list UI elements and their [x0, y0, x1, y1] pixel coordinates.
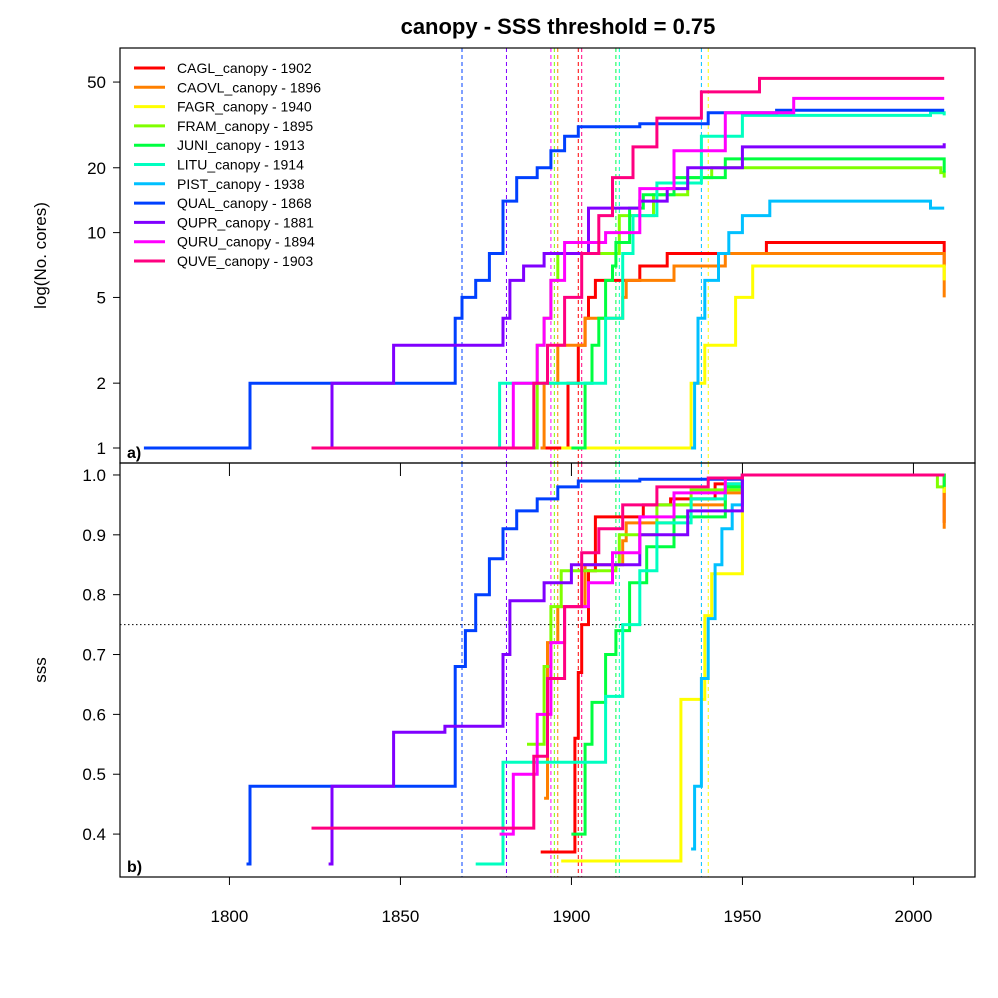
- plot-area-2: [120, 463, 975, 877]
- y-tick-label: 0.5: [82, 765, 106, 784]
- y-axis-label: log(No. cores): [31, 202, 50, 309]
- y-tick-label: 0.4: [82, 825, 106, 844]
- series-line-7: [691, 199, 945, 450]
- legend-label: CAOVL_canopy - 1896: [177, 79, 321, 95]
- series-line-3: [561, 264, 946, 450]
- y-tick-label: 10: [87, 224, 106, 243]
- y-axis-label: sss: [31, 657, 50, 683]
- series-line-7: [691, 473, 945, 851]
- y-tick-label: 50: [87, 73, 106, 92]
- series-line-5: [571, 157, 946, 450]
- legend-label: PIST_canopy - 1938: [177, 176, 305, 192]
- y-tick-label: 20: [87, 159, 106, 178]
- x-tick-label: 2000: [895, 907, 933, 926]
- x-tick-label: 1900: [553, 907, 591, 926]
- x-tick-label: 1850: [382, 907, 420, 926]
- y-tick-label: 0.6: [82, 705, 106, 724]
- panel-b: 0.4 0.5 0.6 0.7 0.8 0.9 1.0 sss b): [31, 462, 976, 878]
- y-tick-label: 0.9: [82, 526, 106, 545]
- series-line-1: [540, 241, 946, 450]
- legend-label: FRAM_canopy - 1895: [177, 118, 313, 134]
- legend-label: FAGR_canopy - 1940: [177, 99, 312, 115]
- series-line-8: [143, 108, 945, 450]
- series-line-9: [328, 143, 946, 450]
- series-line-2: [540, 252, 946, 450]
- y-tick-label: 0.7: [82, 646, 106, 665]
- series-line-8: [246, 473, 945, 866]
- panel-frame: [119, 462, 976, 878]
- legend-label: CAGL_canopy - 1902: [177, 60, 312, 76]
- panel-label: a): [127, 445, 141, 462]
- y-tick-label: 1.0: [82, 466, 106, 485]
- chart-title: canopy - SSS threshold = 0.75: [401, 14, 716, 39]
- legend-label: LITU_canopy - 1914: [177, 157, 304, 173]
- y-tick-label: 5: [97, 288, 106, 307]
- legend-label: QUVE_canopy - 1903: [177, 253, 313, 269]
- legend-label: QURU_canopy - 1894: [177, 234, 315, 250]
- plot-area-1: [143, 48, 946, 463]
- panel-a: 1 2 5 10 20 50 log(No. cores) a): [31, 47, 976, 476]
- series-line-6: [475, 473, 945, 866]
- series-line-10: [499, 96, 945, 450]
- y-tick-label: 1: [97, 439, 106, 458]
- series-line-9: [328, 473, 945, 866]
- x-tick-label: 1800: [211, 907, 249, 926]
- x-axis: 1800 1850 1900 1950 2000: [211, 877, 933, 926]
- legend-label: QUPR_canopy - 1881: [177, 214, 314, 230]
- x-tick-label: 1950: [724, 907, 762, 926]
- series-line-10: [499, 473, 945, 836]
- series-line-3: [561, 473, 946, 863]
- legend-label: QUAL_canopy - 1868: [177, 195, 312, 211]
- legend: CAGL_canopy - 1902 CAOVL_canopy - 1896 FAG…: [134, 60, 321, 269]
- y-tick-label: 2: [97, 374, 106, 393]
- series-line-11: [311, 473, 945, 830]
- series-line-11: [311, 76, 945, 450]
- y-tick-label: 0.8: [82, 586, 106, 605]
- panel-label: b): [127, 859, 142, 876]
- legend-label: JUNI_canopy - 1913: [177, 137, 305, 153]
